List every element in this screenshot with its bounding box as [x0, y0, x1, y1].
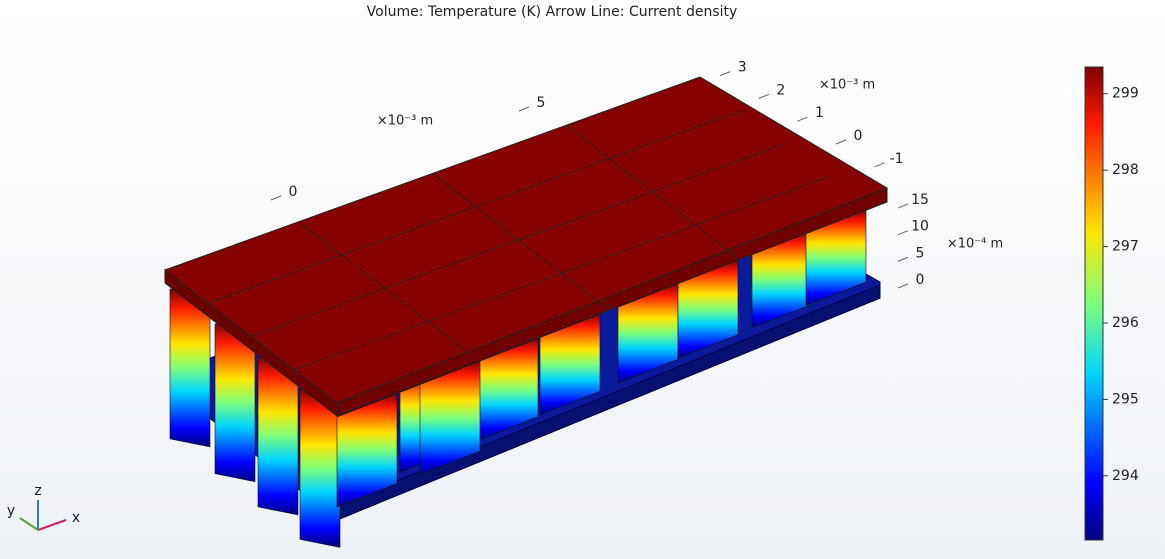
- leg: [539, 313, 601, 416]
- axis-tick-label: 1: [815, 105, 824, 121]
- axis-tick-label: 0: [289, 184, 298, 200]
- plate-seam: [250, 143, 787, 337]
- triad-x: x: [72, 510, 80, 526]
- axis-tick-label: 0: [854, 128, 863, 144]
- colorbar-tick-label: 298: [1112, 162, 1139, 178]
- colorbar-tick-label: 299: [1112, 86, 1139, 102]
- axis-tick-label: 5: [537, 95, 546, 111]
- axis-tick: [797, 116, 808, 122]
- axis-unit: ×10⁻³ m: [377, 114, 433, 129]
- axis-unit: ×10⁻⁴ m: [947, 237, 1003, 252]
- axis-tick: [897, 283, 909, 289]
- axis-tick: [758, 93, 769, 99]
- axis-tick-label: 2: [776, 82, 785, 98]
- axis-unit: ×10⁻³ m: [819, 78, 875, 93]
- axis-tick: [897, 203, 909, 209]
- triad-z: z: [34, 483, 41, 499]
- leg: [336, 393, 398, 508]
- axis-tick: [835, 139, 847, 145]
- axis-tick-label: -1: [890, 151, 904, 167]
- top-plate: [163, 76, 889, 404]
- axis-tick-label: 0: [916, 272, 925, 288]
- model: [163, 76, 889, 548]
- plot-title: Volume: Temperature (K) Arrow Line: Curr…: [367, 4, 738, 20]
- colorbar-tick-label: 297: [1112, 239, 1139, 255]
- plate-seam: [293, 176, 830, 371]
- axis-tick: [897, 230, 909, 236]
- colorbar: [1084, 66, 1104, 541]
- colorbar-tick-label: 294: [1112, 468, 1139, 484]
- colorbar-tick-label: 295: [1112, 391, 1139, 407]
- triad: z x y: [7, 483, 80, 531]
- leg: [419, 360, 481, 475]
- triad-y: y: [7, 503, 15, 519]
- axis-tick-label: 3: [738, 60, 747, 76]
- colorbar-tick-label: 296: [1112, 315, 1139, 331]
- axis-tick-label: 10: [911, 219, 929, 235]
- plate-seam: [566, 124, 739, 259]
- axis-tick: [720, 71, 731, 77]
- axis-tick: [518, 106, 530, 112]
- axis-tick-label: 15: [911, 192, 929, 208]
- axis-tick: [897, 256, 909, 262]
- axis-tick: [270, 195, 282, 201]
- axis-tick-label: 5: [916, 245, 925, 261]
- axis-tick: [874, 162, 885, 168]
